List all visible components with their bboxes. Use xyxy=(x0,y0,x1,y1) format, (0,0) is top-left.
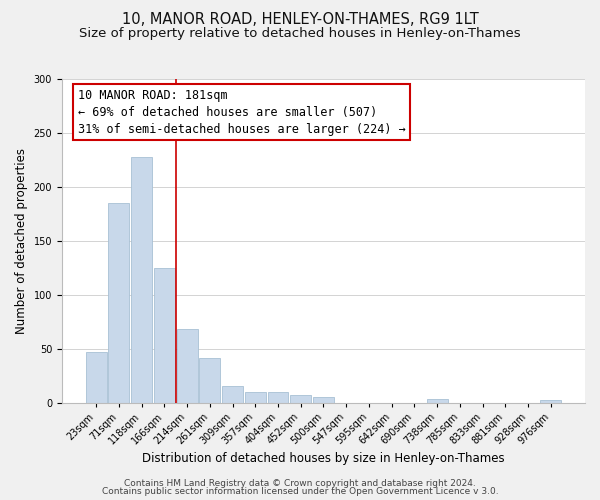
Bar xyxy=(245,392,266,402)
Bar xyxy=(222,386,243,402)
Bar xyxy=(131,156,152,402)
X-axis label: Distribution of detached houses by size in Henley-on-Thames: Distribution of detached houses by size … xyxy=(142,452,505,465)
Bar xyxy=(176,329,197,402)
Bar xyxy=(154,268,175,402)
Text: 10 MANOR ROAD: 181sqm
← 69% of detached houses are smaller (507)
31% of semi-det: 10 MANOR ROAD: 181sqm ← 69% of detached … xyxy=(77,88,406,136)
Y-axis label: Number of detached properties: Number of detached properties xyxy=(15,148,28,334)
Text: Size of property relative to detached houses in Henley-on-Thames: Size of property relative to detached ho… xyxy=(79,28,521,40)
Bar xyxy=(541,400,561,402)
Bar xyxy=(109,203,130,402)
Bar xyxy=(199,358,220,403)
Text: Contains HM Land Registry data © Crown copyright and database right 2024.: Contains HM Land Registry data © Crown c… xyxy=(124,478,476,488)
Bar xyxy=(268,392,289,402)
Text: 10, MANOR ROAD, HENLEY-ON-THAMES, RG9 1LT: 10, MANOR ROAD, HENLEY-ON-THAMES, RG9 1L… xyxy=(122,12,478,28)
Bar xyxy=(86,352,107,403)
Bar xyxy=(290,395,311,402)
Text: Contains public sector information licensed under the Open Government Licence v : Contains public sector information licen… xyxy=(101,487,499,496)
Bar xyxy=(427,400,448,402)
Bar xyxy=(313,397,334,402)
